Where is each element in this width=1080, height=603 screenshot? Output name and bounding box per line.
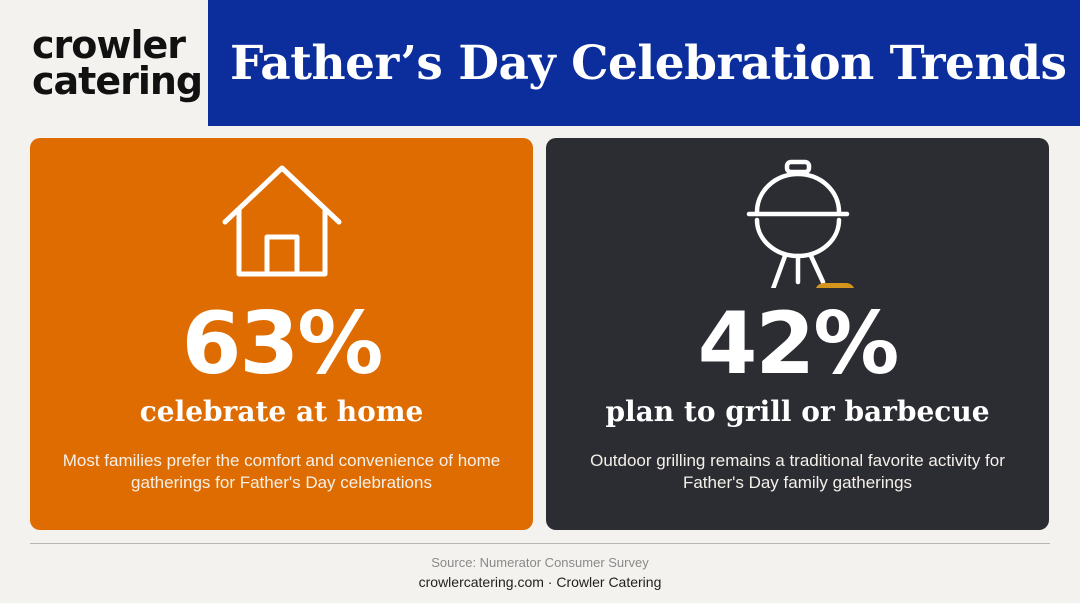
grill-icon [546,158,1049,288]
stat-headline: plan to grill or barbecue [605,395,990,428]
house-icon [30,158,533,288]
logo-line-1: crowler [32,23,186,67]
stat-headline: celebrate at home [139,395,424,428]
stat-description: Outdoor grilling remains a traditional f… [590,451,1005,492]
page-title: Father’s Day Celebration Trends [230,35,1067,91]
stat-percent: 63% [181,294,384,394]
stat-card-grill: 42% plan to grill or barbecue Outdoor gr… [546,138,1049,530]
brand-logo: crowler catering [0,0,208,126]
title-banner: Father’s Day Celebration Trends [208,0,1080,126]
stat-percent: 42% [697,294,900,394]
stat-card-home: 63% celebrate at home Most families pref… [30,138,533,530]
stat-description: Most families prefer the comfort and con… [62,451,501,492]
source-note: Source: Numerator Consumer Survey [431,555,649,570]
site-credit: crowlercatering.com · Crowler Catering [418,574,662,590]
logo-line-2: catering [32,59,203,103]
footer-divider [30,543,1050,544]
